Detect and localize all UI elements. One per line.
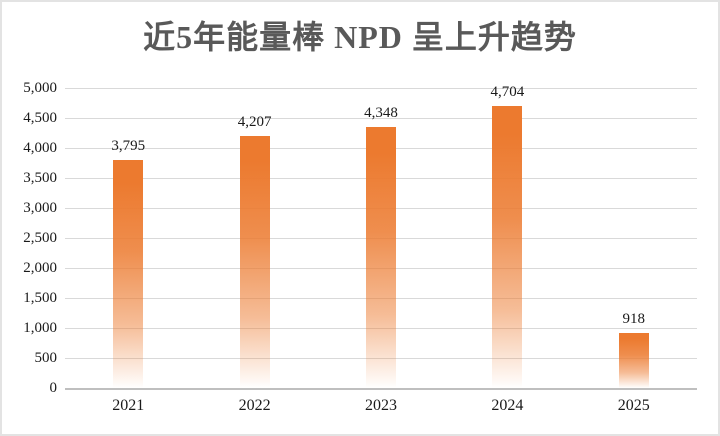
- y-axis-tick-label: 1,000: [23, 320, 57, 336]
- y-axis-tick-label: 500: [34, 350, 58, 366]
- x-axis-tick-label: 2022: [238, 397, 271, 414]
- y-axis-tick-label: 1,500: [23, 290, 57, 306]
- x-axis-tick-label: 2024: [491, 397, 524, 414]
- plot-area: 3,795 4,207 4,348 4,704 918: [65, 84, 697, 390]
- bar-value-label: 4,704: [490, 83, 525, 100]
- gridline: [65, 88, 697, 89]
- y-axis-tick-label: 3,000: [23, 200, 57, 216]
- x-axis-tick-label: 2023: [365, 397, 397, 414]
- bar-value-label: 3,795: [111, 138, 146, 155]
- gridline: [65, 118, 697, 119]
- bar: [239, 135, 270, 388]
- x-axis-tick-label: 2025: [617, 397, 650, 414]
- bar-value-label: 4,207: [237, 113, 272, 130]
- bar: [492, 105, 523, 388]
- bar-value-label: 4,348: [364, 105, 398, 122]
- x-axis-line: [65, 388, 697, 390]
- x-axis-tick-label: 2021: [112, 397, 145, 414]
- y-axis-tick-label: 4,000: [23, 140, 57, 156]
- bar: [618, 332, 649, 388]
- y-axis-tick-label: 2,000: [23, 260, 57, 276]
- y-axis-tick-label: 5,000: [23, 80, 57, 96]
- y-axis-tick-label: 2,500: [23, 230, 57, 246]
- bar: [366, 127, 396, 388]
- y-axis-tick-label: 4,500: [23, 110, 57, 126]
- chart-title: 近5年能量棒 NPD 呈上升趋势: [143, 19, 577, 55]
- y-axis-tick-label: 0: [49, 380, 58, 396]
- y-axis-tick-label: 3,500: [23, 170, 57, 186]
- bar: [113, 160, 144, 388]
- bar-value-label: 918: [622, 310, 646, 327]
